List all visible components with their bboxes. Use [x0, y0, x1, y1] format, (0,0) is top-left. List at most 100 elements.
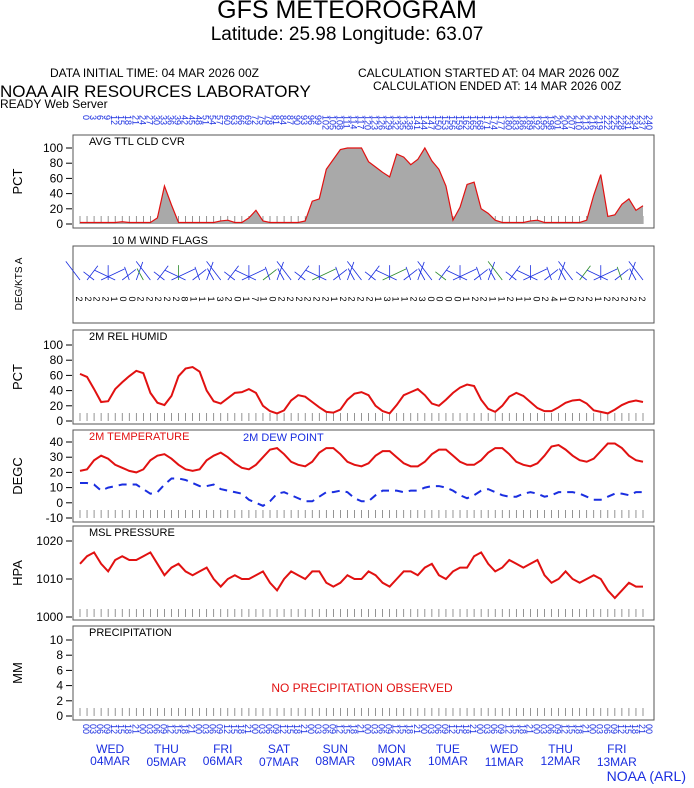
wind-barb	[488, 268, 496, 281]
top-hour-label: 15	[116, 115, 126, 125]
bottom-hour-label: 21	[187, 724, 197, 734]
top-hour-label: 108	[334, 115, 344, 130]
panel-title: PRECIPITATION	[89, 627, 172, 639]
wind-tick-label: 1	[558, 296, 568, 301]
y-tick-label: 60	[50, 171, 64, 185]
wind-barb	[452, 268, 477, 281]
top-hour-label: 132	[391, 115, 401, 130]
wind-barb	[516, 269, 538, 281]
page-title: GFS METEOROGRAM	[217, 0, 477, 24]
day-label: SAT	[268, 742, 291, 756]
server-name: READY Web Server	[0, 97, 108, 111]
y-tick-label: 40	[50, 187, 64, 201]
bottom-hour-label: 18	[123, 724, 133, 734]
bottom-hour-label: 18	[461, 724, 471, 734]
wind-tick-label: 1	[188, 296, 198, 301]
top-hour-label: 225	[609, 115, 619, 130]
wind-barb	[593, 268, 618, 281]
bottom-hour-label: 15	[510, 724, 520, 734]
wind-barb	[575, 271, 587, 281]
panel-ylabel: MM	[10, 662, 25, 684]
wind-tick-label: 1	[259, 296, 269, 301]
top-hour-label: 228	[616, 115, 626, 130]
wind-tick-label: 2	[619, 296, 629, 301]
top-hour-label: 126	[377, 115, 387, 130]
date-label: 04MAR	[90, 754, 130, 768]
top-hour-label: 219	[595, 115, 605, 130]
bottom-hour-label: 15	[229, 724, 239, 734]
day-label: TUE	[436, 742, 460, 756]
bottom-hour-label: 12	[222, 724, 232, 734]
wind-tick-label: 2	[602, 296, 612, 301]
wind-tick-label: 2	[637, 296, 647, 301]
wind-barb	[614, 269, 629, 281]
y-tick-label: 0	[56, 217, 63, 231]
wind-barb	[164, 269, 186, 281]
dewpoint-title: 2M DEW POINT	[243, 432, 324, 444]
bottom-hour-label: 12	[391, 724, 401, 734]
top-hour-label: 177	[496, 115, 506, 130]
top-hour-label: 99	[313, 115, 323, 125]
bottom-hour-label: 12	[503, 724, 513, 734]
wind-barb	[207, 268, 215, 281]
wind-tick-label: 2	[628, 296, 638, 301]
wind-tick-label: 1	[373, 296, 383, 301]
y-tick-label: 1010	[36, 572, 63, 586]
bottom-hour-label: 03	[201, 724, 211, 734]
y-tick-label: 60	[50, 368, 64, 382]
bottom-hour-label: 06	[433, 724, 443, 734]
bottom-hour-label: 21	[299, 724, 309, 734]
top-hour-label: 33	[158, 115, 168, 125]
y-tick-label: 10	[50, 633, 64, 647]
wind-barb	[241, 268, 266, 281]
day-label: FRI	[213, 742, 232, 756]
bottom-hour-label: 00	[137, 724, 147, 734]
wind-barb	[136, 268, 144, 281]
date-label: 06MAR	[203, 754, 243, 768]
dewpoint-line	[80, 477, 643, 507]
y-tick-label: 6	[56, 663, 63, 677]
wind-barb	[312, 268, 336, 281]
y-tick-label: 20	[50, 202, 64, 216]
bottom-hour-label: 15	[454, 724, 464, 734]
bottom-hour-label: 09	[553, 724, 563, 734]
panel-frame	[72, 329, 655, 425]
top-hour-label: 36	[165, 115, 175, 125]
bottom-hour-label: 18	[630, 724, 640, 734]
y-tick-label: 0	[56, 414, 63, 428]
top-hour-label: 69	[243, 115, 253, 125]
top-hour-label: 189	[524, 115, 534, 130]
wind-barb	[628, 261, 644, 281]
bottom-hour-label: 15	[285, 724, 295, 734]
panel-frame	[72, 625, 655, 721]
top-hour-label: 150	[433, 115, 443, 130]
wind-tick-label: 0	[531, 296, 541, 301]
top-hour-label: 21	[130, 115, 140, 125]
top-hour-label: 60	[222, 115, 232, 125]
top-hour-label: 180	[503, 115, 513, 130]
wind-barb	[276, 261, 292, 281]
wind-barb	[418, 268, 426, 281]
panel-frame	[72, 245, 655, 324]
bottom-hour-label: 15	[567, 724, 577, 734]
y-tick-label: 0	[56, 496, 63, 510]
wind-barb	[476, 266, 482, 281]
panel-title: 2M REL HUMID	[89, 331, 167, 343]
wind-tick-label: 2	[470, 296, 480, 301]
top-hour-label: 183	[510, 115, 520, 130]
bottom-hour-label: 18	[180, 724, 190, 734]
top-hour-label: 216	[588, 115, 598, 130]
bottom-hour-label: 15	[172, 724, 182, 734]
wind-tick-label: 1	[241, 296, 251, 301]
wind-tick-label: 2	[312, 296, 322, 301]
top-hour-label: 153	[440, 115, 450, 130]
wind-barb	[368, 265, 380, 281]
wind-tick-label: 1	[399, 296, 409, 301]
wind-barb	[487, 261, 495, 281]
wind-tick-label: 0	[452, 296, 462, 301]
top-hour-label: 57	[215, 115, 225, 125]
wind-barb	[335, 266, 341, 281]
bottom-hour-label: 12	[560, 724, 570, 734]
top-hour-label: 102	[320, 115, 330, 130]
bottom-hour-label: 06	[545, 724, 555, 734]
